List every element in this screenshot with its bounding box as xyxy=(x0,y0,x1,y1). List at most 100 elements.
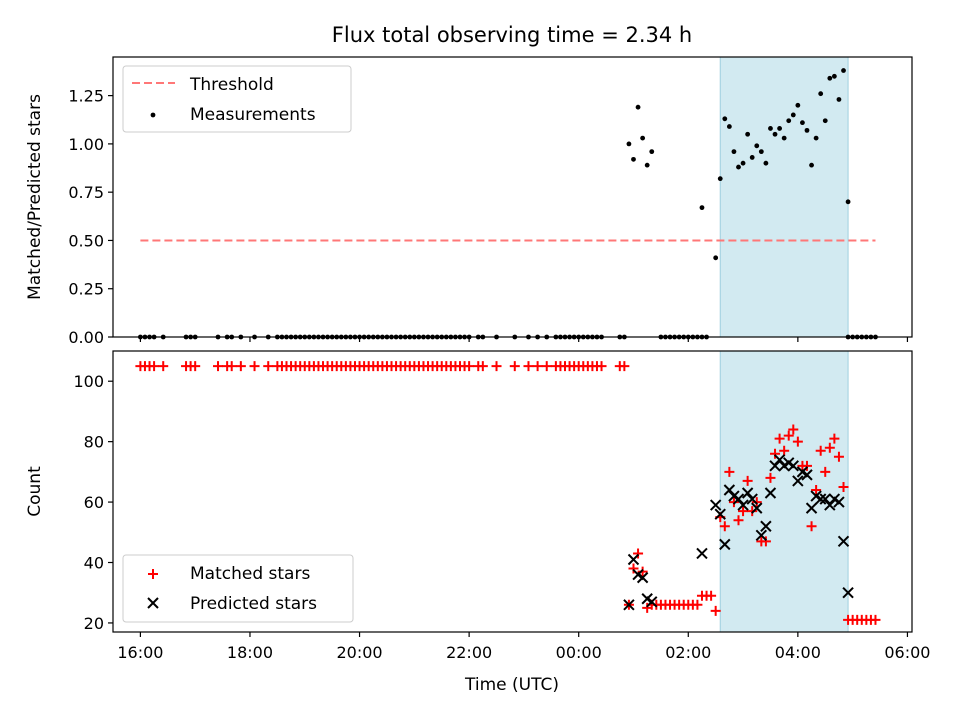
measurement-point xyxy=(717,176,723,182)
matched-star-point xyxy=(765,472,776,483)
predicted-star-point xyxy=(746,493,758,505)
shaded-interval xyxy=(719,56,849,338)
measurement-point xyxy=(713,255,719,261)
legend-top: Threshold Measurements xyxy=(122,65,352,133)
y-tick-label: 0.50 xyxy=(68,231,104,250)
matched-star-point xyxy=(806,521,817,532)
predicted-star-point xyxy=(824,499,836,511)
legend-measurement-swatch xyxy=(150,112,156,118)
y-tick-label: 1.00 xyxy=(68,135,104,154)
matched-star-point xyxy=(801,460,812,471)
measurement-point xyxy=(731,149,737,155)
y-tick-label: 0.25 xyxy=(68,280,104,299)
matched-star-point xyxy=(619,361,630,372)
measurement-point xyxy=(768,126,773,131)
predicted-star-point xyxy=(723,484,736,496)
measurement-point xyxy=(726,124,732,129)
matched-star-point xyxy=(523,361,534,372)
measurement-point xyxy=(813,135,819,141)
measurement-point xyxy=(800,120,805,126)
measurement-point xyxy=(831,73,837,79)
measurement-point xyxy=(822,118,828,124)
legend-frame xyxy=(122,554,354,623)
matched-star-point xyxy=(820,466,831,477)
matched-star-point xyxy=(464,361,475,372)
x-tick-label: 00:00 xyxy=(556,643,602,662)
measurement-point xyxy=(804,127,810,133)
predicted-star-point xyxy=(769,460,781,472)
measurement-point xyxy=(818,91,824,97)
predicted-star-point xyxy=(842,587,854,599)
predicted-star-point xyxy=(805,502,818,514)
predicted-star-point xyxy=(627,553,640,566)
matched-star-point xyxy=(824,442,835,453)
measurement-point xyxy=(736,164,741,170)
matched-star-point xyxy=(190,361,201,372)
axes-frame xyxy=(112,350,913,633)
measurement-point xyxy=(740,160,746,166)
measurement-point xyxy=(754,143,760,149)
predicted-star-point xyxy=(833,496,845,508)
measurement-point xyxy=(795,102,801,108)
matched-star-point xyxy=(870,614,881,625)
predicted-star-point xyxy=(741,487,754,499)
predicted-star-point xyxy=(760,520,772,532)
predicted-star-point xyxy=(709,499,722,511)
y-tick-label: 20 xyxy=(84,614,104,633)
matched-star-point xyxy=(213,361,224,372)
predicted-star-point xyxy=(623,599,635,611)
matched-star-point xyxy=(263,361,274,372)
matched-star-point xyxy=(747,506,758,517)
matched-star-point xyxy=(783,430,794,441)
matched-star-point xyxy=(226,361,237,372)
axes-frame xyxy=(112,56,913,338)
predicted-star-point xyxy=(751,502,763,514)
matched-star-point xyxy=(733,515,744,526)
measurement-point xyxy=(699,205,705,211)
ratio-panel: 0.00 0.25 0.50 0.75 1.00 1.25 Matched/Predicte… xyxy=(25,56,913,347)
measurement-point xyxy=(827,75,833,81)
y-tick-label: 0.00 xyxy=(68,328,104,347)
measurement-point xyxy=(649,149,655,155)
measurement-point xyxy=(845,199,851,205)
matched-star-point xyxy=(719,521,730,532)
matched-star-point xyxy=(742,475,753,486)
matched-star-point xyxy=(149,361,160,372)
predicted-star-point xyxy=(773,454,786,466)
matched-star-point xyxy=(158,361,169,372)
predicted-star-point xyxy=(801,469,813,481)
y-tick-label: 0.75 xyxy=(68,183,104,202)
measurement-point xyxy=(644,162,650,168)
measurement-point xyxy=(836,97,842,102)
matched-star-point xyxy=(491,361,502,372)
x-tick-label: 18:00 xyxy=(227,643,273,662)
measurement-point xyxy=(777,126,782,131)
y-tick-label: 100 xyxy=(73,372,104,391)
predicted-star-point xyxy=(792,475,804,487)
measurement-point xyxy=(626,141,632,147)
x-tick-label: 04:00 xyxy=(775,643,821,662)
matched-star-point xyxy=(770,448,781,459)
legend-frame xyxy=(122,65,352,133)
matched-star-point xyxy=(532,361,543,372)
legend-matched-swatch xyxy=(148,569,158,579)
legend-predicted-label: Predicted stars xyxy=(190,594,317,614)
matched-star-point xyxy=(541,361,552,372)
legend-measurement-label: Measurements xyxy=(190,105,316,125)
y-tick-label: 40 xyxy=(84,554,104,573)
shaded-interval xyxy=(719,350,849,633)
predicted-star-point xyxy=(819,493,831,505)
figure-title: Flux total observing time = 2.34 h xyxy=(332,23,692,47)
legend-predicted-swatch xyxy=(147,597,159,609)
predicted-star-point xyxy=(755,529,768,542)
measurement-point xyxy=(635,104,641,110)
legend-matched-label: Matched stars xyxy=(190,564,310,584)
matched-star-point xyxy=(774,433,785,444)
x-tick-label: 20:00 xyxy=(336,643,382,662)
measurement-point xyxy=(640,135,646,141)
x-tick-label: 06:00 xyxy=(884,643,930,662)
matched-star-point xyxy=(692,599,703,610)
matched-star-point xyxy=(811,484,822,495)
measurement-point xyxy=(786,118,792,124)
